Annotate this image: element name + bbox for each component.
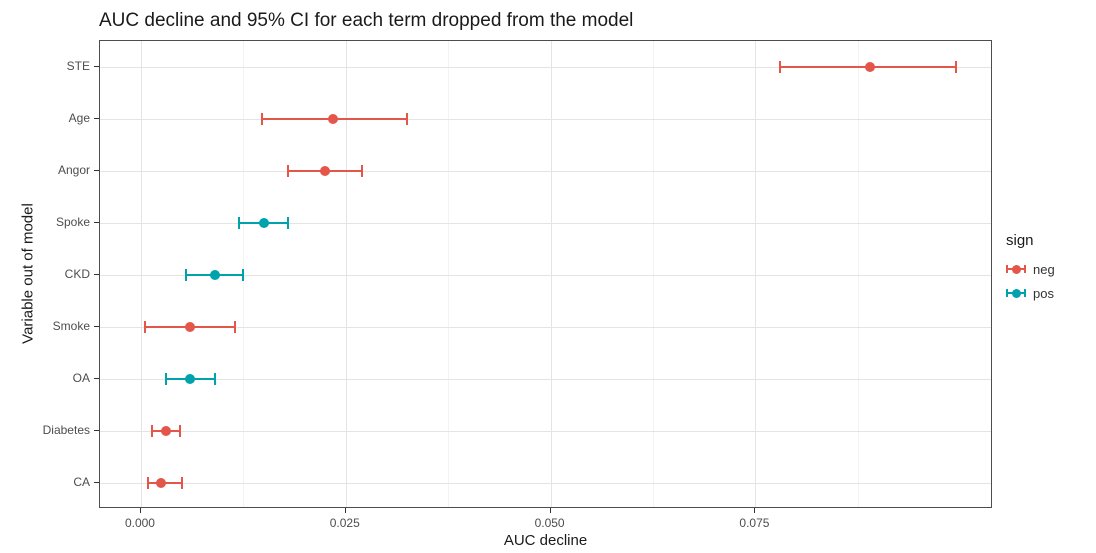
x-tick	[344, 508, 346, 513]
x-tick-label-0.025: 0.025	[329, 516, 360, 530]
ci-cap-low	[185, 269, 188, 281]
legend-title: sign	[1006, 232, 1034, 249]
plot-panel	[99, 40, 992, 508]
legend-point-dot	[1011, 264, 1021, 274]
ci-cap-high	[179, 425, 182, 437]
ci-cap-low	[778, 61, 781, 73]
major-gridline	[755, 41, 757, 507]
row-gridline	[100, 379, 991, 380]
ci-cap-low	[146, 477, 149, 489]
x-tick	[754, 508, 756, 513]
x-axis-title: AUC decline	[503, 532, 588, 549]
y-tick-label-Angor: Angor	[57, 163, 90, 177]
legend-label-neg: neg	[1033, 261, 1055, 277]
point-estimate-dot	[258, 218, 269, 228]
y-tick-label-Smoke: Smoke	[52, 319, 90, 333]
point-estimate-dot	[156, 478, 167, 488]
y-tick	[94, 118, 99, 119]
legend: sign neg pos	[1006, 232, 1055, 305]
ci-cap-high	[242, 269, 245, 281]
ci-cap-high	[406, 113, 409, 125]
ci-cap-low	[144, 321, 147, 333]
x-tick-label-0.075: 0.075	[739, 516, 770, 530]
legend-key-pos-icon	[1006, 284, 1026, 302]
y-tick	[94, 430, 99, 431]
y-tick	[94, 274, 99, 275]
legend-entry-neg: neg	[1006, 257, 1055, 281]
y-tick-label-CA: CA	[73, 475, 90, 489]
x-tick-label-0.050: 0.050	[534, 516, 565, 530]
legend-entry-pos: pos	[1006, 281, 1055, 305]
point-estimate-dot	[209, 270, 220, 280]
point-estimate-dot	[185, 322, 196, 332]
row-gridline	[100, 119, 991, 120]
y-tick	[94, 222, 99, 223]
y-tick	[94, 378, 99, 379]
y-tick	[94, 170, 99, 171]
minor-gridline	[857, 41, 859, 507]
point-estimate-dot	[185, 374, 196, 384]
major-gridline	[345, 41, 347, 507]
y-tick	[94, 66, 99, 67]
row-gridline	[100, 327, 991, 328]
row-gridline	[100, 223, 991, 224]
ci-cap-high	[955, 61, 958, 73]
y-tick-label-Age: Age	[68, 111, 90, 125]
legend-ci-cap-right	[1024, 265, 1026, 273]
row-gridline	[100, 483, 991, 484]
major-gridline	[550, 41, 552, 507]
chart-title: AUC decline and 95% CI for each term dro…	[99, 10, 634, 31]
y-tick-label-STE: STE	[66, 59, 90, 73]
row-gridline	[100, 431, 991, 432]
ci-cap-low	[150, 425, 153, 437]
minor-gridline	[653, 41, 654, 507]
x-tick	[549, 508, 551, 513]
ci-cap-high	[180, 477, 183, 489]
row-gridline	[100, 67, 991, 68]
point-estimate-dot	[328, 114, 339, 124]
y-tick-label-Diabetes: Diabetes	[42, 423, 90, 437]
y-tick	[94, 482, 99, 483]
point-estimate-dot	[160, 426, 171, 436]
ci-cap-high	[213, 373, 216, 385]
row-gridline	[100, 171, 991, 172]
legend-ci-cap-left	[1006, 289, 1008, 297]
legend-entries: neg pos	[1006, 257, 1055, 305]
legend-point-dot	[1011, 288, 1021, 298]
ci-cap-high	[287, 217, 290, 229]
y-tick-label-Spoke: Spoke	[55, 215, 90, 229]
x-tick	[139, 508, 141, 513]
point-estimate-dot	[865, 62, 876, 72]
ci-cap-low	[261, 113, 264, 125]
x-tick-label-0.000: 0.000	[124, 516, 155, 530]
legend-ci-cap-left	[1006, 265, 1008, 273]
y-tick-label-OA: OA	[72, 371, 90, 385]
major-gridline	[140, 41, 142, 507]
legend-label-pos: pos	[1033, 285, 1054, 301]
ci-cap-low	[238, 217, 241, 229]
y-tick-label-CKD: CKD	[64, 267, 90, 281]
ci-cap-high	[234, 321, 237, 333]
row-gridline	[100, 275, 991, 276]
y-tick	[94, 326, 99, 327]
ci-cap-low	[164, 373, 167, 385]
point-estimate-dot	[320, 166, 331, 176]
ci-cap-high	[361, 165, 364, 177]
legend-ci-cap-right	[1024, 289, 1026, 297]
ci-cap-low	[287, 165, 290, 177]
legend-key-neg-icon	[1006, 260, 1026, 278]
minor-gridline	[448, 41, 450, 507]
